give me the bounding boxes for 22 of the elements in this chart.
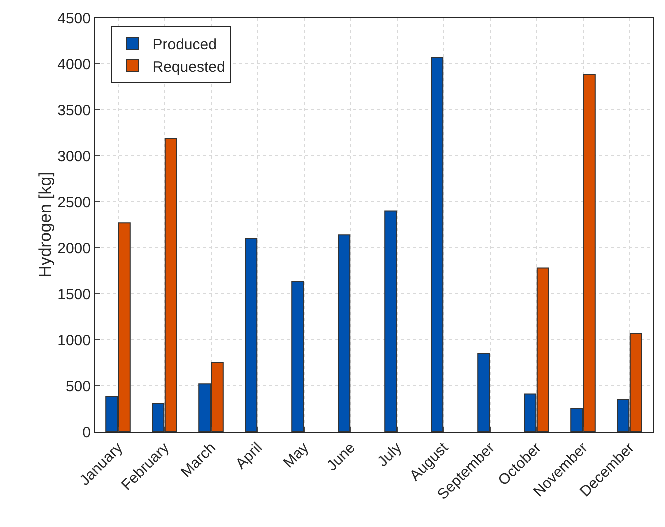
y-tick-label: 2000 (58, 240, 91, 258)
bar (245, 238, 258, 432)
x-tick-label: July (374, 439, 406, 471)
y-tick-label: 2500 (58, 194, 91, 212)
bar (338, 234, 351, 432)
y-tick-label: 4000 (58, 56, 91, 74)
y-axis-title: Hydrogen [kg] (36, 172, 55, 278)
bar (384, 210, 398, 432)
y-tick-label: 0 (82, 424, 91, 442)
legend-label: Requested (152, 58, 226, 76)
y-tick-label: 1000 (58, 332, 91, 350)
y-tick-label: 500 (66, 378, 91, 396)
bar (431, 57, 444, 432)
y-tick-label: 3500 (58, 102, 91, 120)
y-tick-label: 1500 (58, 286, 91, 304)
bar (292, 282, 304, 432)
y-tick-label: 3000 (58, 148, 91, 166)
x-tick-label: May (280, 439, 313, 472)
bar (478, 353, 490, 432)
y-tick-label: 4500 (58, 10, 91, 28)
x-tick-label: June (324, 440, 359, 475)
legend-label: Produced (152, 36, 217, 54)
